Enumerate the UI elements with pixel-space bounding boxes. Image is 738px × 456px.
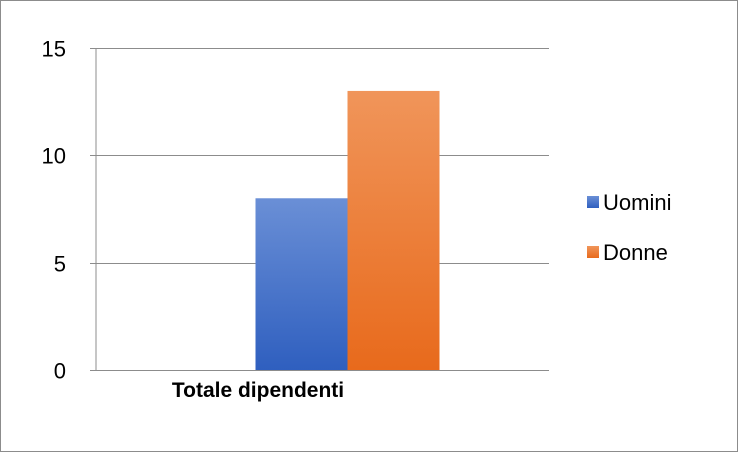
bars bbox=[255, 90, 440, 370]
x-axis-labels: Totale dipendenti bbox=[172, 379, 344, 402]
legend-label-uomini: Uomini bbox=[603, 190, 671, 215]
y-tick-label: 15 bbox=[42, 37, 66, 62]
legend-swatch-donne bbox=[587, 246, 599, 258]
y-axis: 0 5 10 15 bbox=[42, 37, 97, 384]
y-tick-label: 0 bbox=[54, 359, 66, 384]
bar-donne-0 bbox=[347, 90, 440, 370]
gridlines bbox=[90, 48, 549, 371]
legend: Uomini Donne bbox=[587, 190, 671, 265]
category-label: Totale dipendenti bbox=[172, 379, 344, 402]
legend-label-donne: Donne bbox=[603, 240, 668, 265]
bar-uomini-0 bbox=[255, 198, 348, 370]
legend-swatch-uomini bbox=[587, 196, 599, 208]
y-tick-label: 10 bbox=[42, 144, 66, 169]
y-tick-label: 5 bbox=[54, 252, 66, 277]
